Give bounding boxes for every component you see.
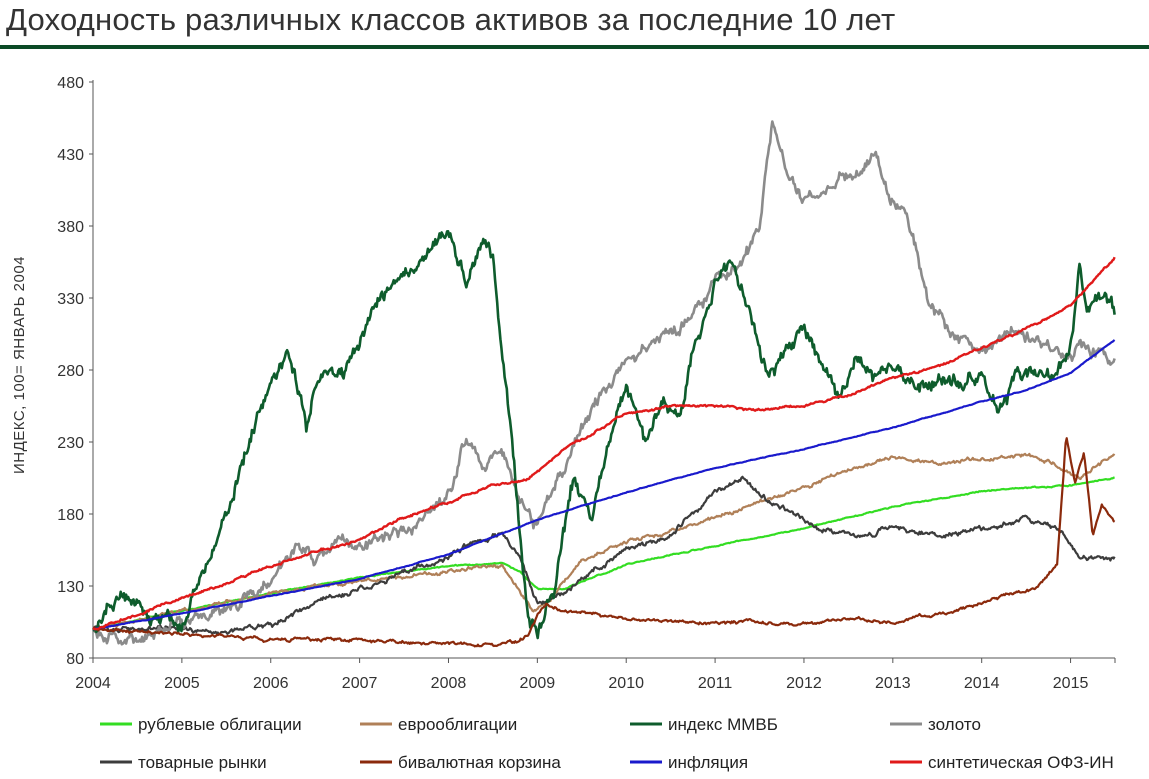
x-tick-label: 2014 xyxy=(964,675,1000,692)
chart-title: Доходность различных классов активов за … xyxy=(6,2,896,37)
y-tick-label: 230 xyxy=(57,435,84,452)
legend-label: товарные рынки xyxy=(138,753,267,772)
y-tick-label: 180 xyxy=(57,507,84,524)
y-axis-label: ИНДЕКС, 100= ЯНВАРЬ 2004 xyxy=(11,256,28,474)
y-tick-label: 280 xyxy=(57,363,84,380)
series-line xyxy=(92,230,1116,640)
x-tick-label: 2005 xyxy=(164,675,200,692)
x-tick-label: 2006 xyxy=(253,675,289,692)
x-tick-label: 2010 xyxy=(608,675,644,692)
y-tick-label: 330 xyxy=(57,291,84,308)
legend-label: золото xyxy=(928,715,981,734)
x-tick-label: 2009 xyxy=(520,675,556,692)
x-tick-label: 2004 xyxy=(75,675,111,692)
series-line xyxy=(92,452,1116,632)
y-tick-label: 430 xyxy=(57,147,84,164)
x-tick-label: 2013 xyxy=(875,675,911,692)
y-tick-label: 380 xyxy=(57,219,84,236)
x-tick-label: 2011 xyxy=(698,675,733,692)
legend-label: индекс ММВБ xyxy=(668,715,778,734)
series-line xyxy=(92,475,1116,636)
x-tick-label: 2015 xyxy=(1053,675,1089,692)
legend-label: инфляция xyxy=(668,753,748,772)
series-line xyxy=(92,339,1116,631)
series-line xyxy=(92,256,1116,631)
legend-label: еврооблигации xyxy=(398,715,517,734)
chart-legend: рублевые облигации еврооблигации индекс ММ… xyxy=(100,715,1114,772)
legend-label: рублевые облигации xyxy=(138,715,302,734)
y-tick-label: 480 xyxy=(57,75,84,92)
y-tick-label: 130 xyxy=(57,579,84,596)
chart-series xyxy=(92,120,1116,648)
legend-label: бивалютная корзина xyxy=(398,753,561,772)
title-underline xyxy=(0,45,1149,49)
series-line xyxy=(92,120,1116,646)
x-tick-label: 2012 xyxy=(786,675,822,692)
chart-axes: 80 130 180 230 280 330 380 430 480 2004 2005 2006 20… xyxy=(11,75,1116,692)
legend-label: синтетическая ОФЗ-ИН xyxy=(928,753,1114,772)
series-line xyxy=(92,437,1116,648)
x-tick-label: 2007 xyxy=(342,675,378,692)
x-tick-label: 2008 xyxy=(431,675,467,692)
y-tick-label: 80 xyxy=(66,651,84,668)
